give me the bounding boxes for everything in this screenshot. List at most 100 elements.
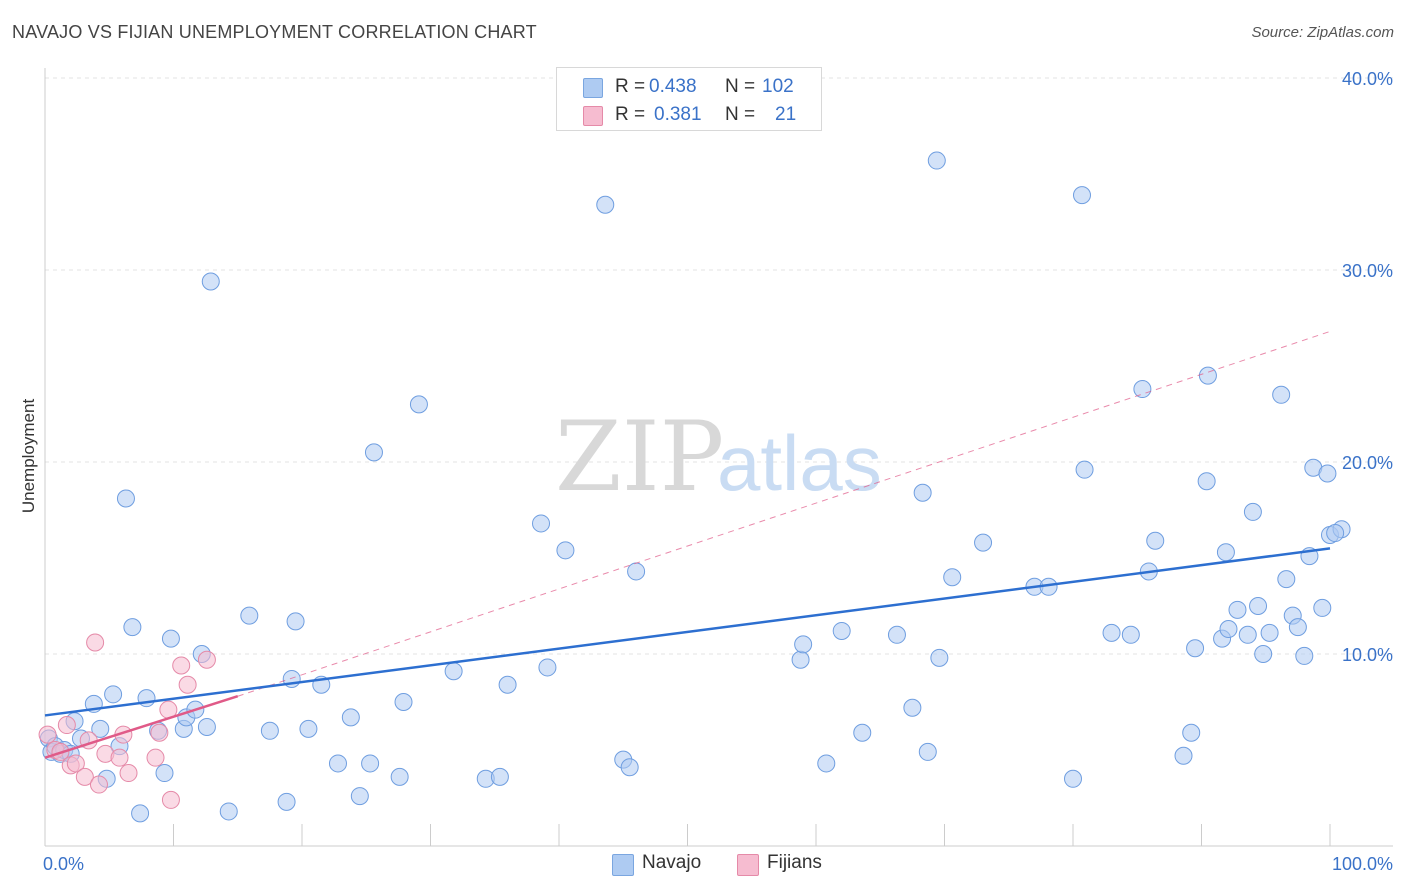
fijian-point bbox=[89, 775, 108, 794]
y-tick-label: 30.0% bbox=[1342, 261, 1393, 281]
navajo-point bbox=[1243, 502, 1262, 521]
fijian-point bbox=[110, 748, 129, 767]
navajo-point bbox=[1228, 600, 1247, 619]
y-tick-label: 40.0% bbox=[1342, 69, 1393, 89]
navajo-point bbox=[1174, 746, 1193, 765]
navajo-point bbox=[927, 151, 946, 170]
navajo-point bbox=[1133, 380, 1152, 399]
navajo-point bbox=[1102, 623, 1121, 642]
navajo-point bbox=[490, 767, 509, 786]
y-axis-label: Unemployment bbox=[19, 399, 38, 514]
navajo-point bbox=[91, 719, 110, 738]
axis-labels: 10.0% 20.0% 30.0% 40.0% 0.0% 100.0% Unemployme… bbox=[19, 69, 1393, 874]
navajo-point bbox=[161, 629, 180, 648]
navajo-point bbox=[832, 621, 851, 640]
navajo-point bbox=[794, 635, 813, 654]
fijian-point bbox=[172, 656, 191, 675]
navajo-trend-line bbox=[44, 547, 1331, 717]
navajo-point bbox=[817, 754, 836, 773]
navajo-point bbox=[1313, 598, 1332, 617]
watermark-zip: ZIP bbox=[555, 401, 724, 513]
fijian-point bbox=[66, 754, 85, 773]
navajo-swatch bbox=[583, 78, 603, 98]
navajo-point bbox=[887, 625, 906, 644]
navajo-point bbox=[943, 568, 962, 587]
fijian-point bbox=[38, 725, 57, 744]
navajo-point bbox=[1198, 366, 1217, 385]
navajo-point bbox=[197, 717, 216, 736]
fijian-point bbox=[146, 748, 165, 767]
r-label: R = bbox=[615, 76, 646, 97]
navajo-point bbox=[791, 650, 810, 669]
legend-label: Fijians bbox=[767, 852, 822, 873]
fijians-swatch bbox=[583, 106, 603, 126]
navajo-point bbox=[1254, 645, 1273, 663]
navajo-point bbox=[930, 648, 949, 667]
fijian-point bbox=[119, 764, 138, 783]
watermark-atlas: atlas bbox=[717, 419, 882, 507]
navajo-point bbox=[1260, 623, 1279, 642]
navajo-point bbox=[620, 758, 639, 777]
navajo-point bbox=[627, 562, 646, 581]
navajo-point bbox=[1277, 570, 1296, 589]
watermark: ZIP atlas bbox=[555, 401, 882, 513]
fijian-trend-line bbox=[44, 695, 239, 759]
fijian-point bbox=[150, 723, 169, 742]
navajo-point bbox=[974, 533, 993, 552]
navajo-point bbox=[1318, 464, 1337, 483]
navajo-point bbox=[341, 708, 360, 727]
navajo-point bbox=[853, 723, 872, 742]
fijian-point bbox=[86, 633, 105, 652]
navajo-point bbox=[1075, 460, 1094, 479]
navajo-swatch bbox=[612, 854, 634, 876]
navajo-point bbox=[1182, 723, 1201, 742]
navajo-point bbox=[286, 612, 305, 631]
navajo-point bbox=[299, 719, 318, 738]
fijian-trend-extension bbox=[237, 330, 1331, 697]
navajo-point bbox=[1072, 186, 1091, 205]
chart-title: NAVAJO VS FIJIAN UNEMPLOYMENT CORRELATIO… bbox=[12, 22, 537, 42]
navajo-point bbox=[1064, 769, 1082, 788]
navajo-point bbox=[1197, 472, 1216, 491]
navajo-point bbox=[556, 541, 575, 560]
n-value: 102 bbox=[762, 76, 794, 97]
navajo-point bbox=[596, 195, 615, 214]
navajo-point bbox=[1121, 625, 1140, 644]
navajo-point bbox=[1272, 385, 1291, 404]
navajo-point bbox=[1146, 531, 1165, 550]
navajo-point bbox=[123, 618, 142, 637]
navajo-point bbox=[131, 804, 150, 823]
navajo-point bbox=[1326, 524, 1345, 543]
navajo-point bbox=[913, 483, 932, 502]
navajo-point bbox=[240, 606, 259, 625]
navajo-point bbox=[1219, 620, 1238, 639]
data-points bbox=[38, 151, 1351, 823]
navajo-point bbox=[219, 802, 238, 821]
navajo-point bbox=[903, 698, 922, 717]
navajo-point bbox=[918, 742, 937, 761]
navajo-point bbox=[498, 675, 517, 694]
n-label: N = bbox=[725, 76, 756, 97]
fijian-point bbox=[161, 790, 180, 809]
stats-legend: R = 0.438 N = 102 R = 0.381 N = 21 bbox=[556, 67, 822, 131]
n-label: N = bbox=[725, 104, 756, 125]
fijian-point bbox=[178, 675, 197, 694]
x-tick-label: 100.0% bbox=[1332, 854, 1393, 874]
legend-row-navajo: R = 0.438 N = 102 bbox=[557, 74, 821, 100]
navajo-point bbox=[361, 754, 380, 773]
navajo-point bbox=[364, 443, 383, 462]
navajo-point bbox=[1295, 646, 1314, 665]
fijian-point bbox=[197, 650, 216, 669]
trend-lines bbox=[44, 330, 1331, 759]
navajo-point bbox=[1238, 625, 1257, 644]
navajo-point bbox=[104, 685, 123, 704]
navajo-point bbox=[538, 658, 557, 677]
fijian-point bbox=[57, 716, 76, 735]
navajo-point bbox=[260, 721, 279, 740]
source-label: Source: ZipAtlas.com bbox=[1251, 24, 1394, 41]
navajo-point bbox=[1288, 618, 1307, 637]
navajo-point bbox=[409, 395, 428, 414]
y-tick-label: 10.0% bbox=[1342, 645, 1393, 665]
navajo-point bbox=[155, 764, 174, 783]
